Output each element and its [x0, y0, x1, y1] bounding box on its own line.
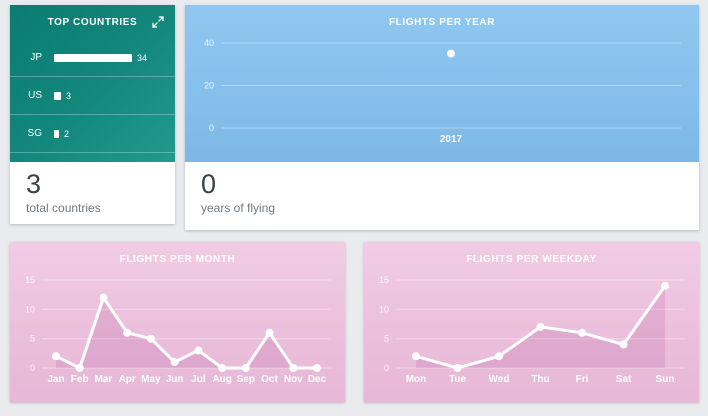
svg-text:0: 0 — [30, 363, 35, 373]
country-bar — [54, 53, 132, 62]
expand-icon[interactable] — [150, 14, 166, 30]
total-countries-label: total countries — [26, 201, 101, 215]
total-countries-value: 3 — [26, 169, 42, 199]
flights-per-month-title: FLIGHTS PER MONTH — [119, 254, 236, 265]
svg-text:0: 0 — [209, 123, 214, 133]
flights-per-month-card: 0 5 10 15 Jan Feb Mar Apr May Jun Jul Aug Sep Oct Nov D… — [10, 242, 345, 402]
country-count: 3 — [66, 90, 72, 101]
svg-text:15: 15 — [379, 275, 389, 285]
svg-text:Tue: Tue — [449, 374, 466, 385]
country-bar — [54, 91, 61, 100]
country-count: 2 — [64, 128, 70, 139]
country-row: JP 34 — [10, 39, 175, 77]
years-of-flying-value: 0 — [201, 169, 217, 199]
flights-per-year-card: 0 20 40 2017 FLIGHTS PER YEAR 0 years of fl… — [185, 5, 699, 230]
top-countries-panel: TOP COUNTRIES JP 34 US 3 SG 2 — [10, 5, 175, 162]
country-row: SG 2 — [10, 115, 175, 153]
svg-text:5: 5 — [384, 334, 389, 344]
flights-per-year-panel: 0 20 40 2017 FLIGHTS PER YEAR — [185, 5, 699, 162]
svg-text:0: 0 — [384, 363, 389, 373]
svg-text:Fri: Fri — [576, 374, 589, 385]
svg-text:Jul: Jul — [191, 374, 206, 385]
svg-text:2017: 2017 — [440, 134, 463, 145]
svg-text:20: 20 — [204, 81, 214, 91]
svg-text:Nov: Nov — [284, 374, 303, 385]
svg-text:Thu: Thu — [531, 374, 549, 385]
svg-text:May: May — [141, 374, 161, 385]
flights-per-month-panel: 0 5 10 15 Jan Feb Mar Apr May Jun Jul Aug Sep Oct Nov D… — [10, 242, 345, 402]
top-countries-title: TOP COUNTRIES — [47, 17, 138, 28]
svg-text:Dec: Dec — [308, 374, 327, 385]
svg-text:Sep: Sep — [237, 374, 255, 385]
svg-text:Oct: Oct — [261, 374, 278, 385]
flights-per-weekday-title: FLIGHTS PER WEEKDAY — [466, 254, 597, 265]
svg-text:Aug: Aug — [212, 374, 231, 385]
country-code: US — [28, 90, 42, 101]
svg-text:Mar: Mar — [95, 374, 113, 385]
svg-text:Jan: Jan — [47, 374, 64, 385]
svg-text:10: 10 — [379, 304, 389, 314]
svg-text:10: 10 — [25, 304, 35, 314]
svg-text:Wed: Wed — [489, 374, 510, 385]
svg-text:Mon: Mon — [406, 374, 427, 385]
flights-per-weekday-chart: 0 5 10 15 Mon Tue Wed Thu Fri Sat Sun — [379, 275, 685, 385]
top-countries-card: TOP COUNTRIES JP 34 US 3 SG 2 3 total co… — [10, 5, 175, 224]
country-bar-list: JP 34 US 3 SG 2 — [10, 39, 175, 153]
flights-per-month-chart: 0 5 10 15 Jan Feb Mar Apr May Jun Jul Aug Sep Oct Nov D… — [25, 275, 331, 385]
svg-text:Feb: Feb — [71, 374, 89, 385]
country-code: JP — [30, 52, 42, 63]
total-countries-stat: 3 total countries — [10, 162, 175, 215]
svg-text:Sun: Sun — [656, 374, 675, 385]
svg-text:Apr: Apr — [119, 374, 136, 385]
country-code: SG — [27, 128, 42, 139]
svg-text:Jun: Jun — [166, 374, 184, 385]
svg-text:5: 5 — [30, 334, 35, 344]
country-bar — [54, 129, 59, 138]
svg-text:15: 15 — [25, 275, 35, 285]
svg-text:40: 40 — [204, 38, 214, 48]
years-of-flying-label: years of flying — [201, 201, 276, 215]
flights-per-weekday-panel: 0 5 10 15 Mon Tue Wed Thu Fri Sat Sun FLIGHTS PER … — [364, 242, 699, 402]
country-row: US 3 — [10, 77, 175, 115]
flights-per-year-chart: 0 20 40 2017 — [204, 38, 681, 145]
svg-text:Sat: Sat — [616, 374, 632, 385]
flights-per-weekday-card: 0 5 10 15 Mon Tue Wed Thu Fri Sat Sun FLIGHTS PER … — [364, 242, 699, 402]
country-count: 34 — [137, 52, 148, 63]
years-of-flying-stat: 0 years of flying — [185, 162, 699, 215]
flights-per-year-title: FLIGHTS PER YEAR — [388, 17, 496, 28]
